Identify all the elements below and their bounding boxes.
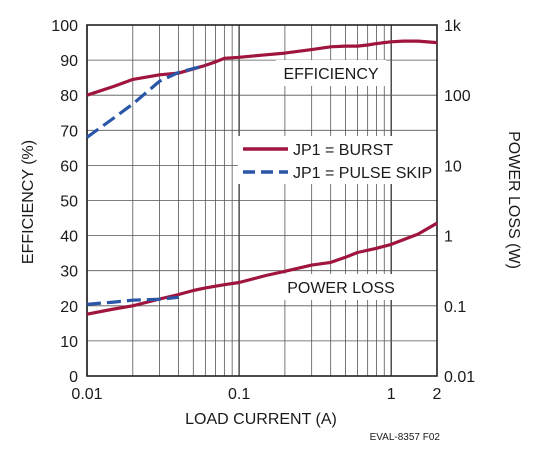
y-left-tick-label: 60 — [60, 158, 78, 175]
x-axis-label: LOAD CURRENT (A) — [185, 411, 337, 428]
tick-labels: 0.01 0.1 1 201020304050607080901000.010.111… — [51, 18, 475, 403]
series-line-power-loss-pulse-skip — [86, 295, 179, 306]
y-axis-right-label: POWER LOSS (W) — [505, 131, 522, 269]
plot-area — [86, 24, 438, 377]
legend-label-pulse-skip: JP1 = PULSE SKIP — [293, 165, 432, 182]
annotation-power-loss: POWER LOSS — [287, 280, 395, 297]
x-tick-label: 2 — [433, 386, 442, 403]
y-left-tick-label: 100 — [51, 18, 78, 35]
annotation-power-loss-bg — [280, 274, 396, 300]
plot-border — [86, 24, 438, 377]
y-right-tick-label: 1k — [444, 18, 462, 35]
y-right-tick-label: 10 — [444, 158, 462, 175]
x-tick-label: 0.01 — [71, 386, 102, 403]
y-left-tick-label: 0 — [69, 369, 78, 386]
y-left-tick-label: 80 — [60, 88, 78, 105]
x-tick-label: 1 — [387, 386, 396, 403]
annotation-efficiency: EFFICIENCY — [283, 66, 378, 83]
y-axis-left-label: EFFICIENCY (%) — [20, 140, 37, 264]
legend: JP1 = BURST JP1 = PULSE SKIP — [238, 136, 436, 184]
series-line-efficiency-pulse-skip — [86, 63, 206, 139]
y-left-tick-label: 20 — [60, 299, 78, 316]
y-right-tick-label: 0.1 — [444, 299, 466, 316]
y-right-tick-label: 100 — [444, 88, 471, 105]
y-left-tick-label: 90 — [60, 53, 78, 70]
y-left-tick-label: 40 — [60, 229, 78, 246]
legend-label-burst: JP1 = BURST — [293, 142, 393, 159]
series-line-efficiency-burst — [86, 39, 438, 97]
y-left-tick-label: 70 — [60, 123, 78, 140]
y-right-tick-label: 1 — [444, 229, 453, 246]
series-layer — [86, 39, 438, 316]
x-tick-label: 0.1 — [228, 386, 250, 403]
figure-code: EVAL-8357 F02 — [370, 432, 441, 443]
y-left-tick-label: 50 — [60, 194, 78, 211]
legend-bg — [238, 136, 436, 184]
y-right-tick-label: 0.01 — [444, 369, 475, 386]
y-left-tick-label: 10 — [60, 334, 78, 351]
annotation-efficiency-bg — [276, 60, 386, 86]
y-left-tick-label: 30 — [60, 264, 78, 281]
